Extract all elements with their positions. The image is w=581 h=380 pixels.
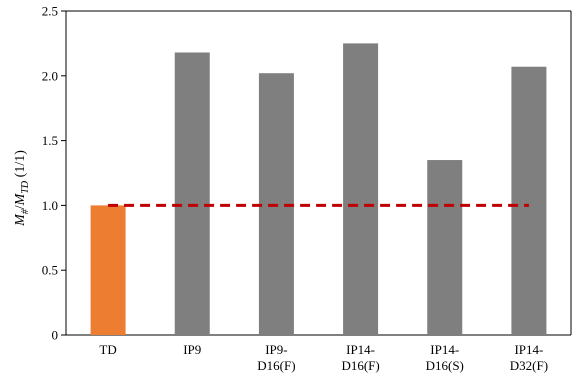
x-tick-label-line: IP14-: [430, 342, 459, 357]
x-tick-label: IP9: [183, 342, 201, 357]
y-tick-label: 0.5: [42, 263, 58, 278]
y-axis-label: M#/MTD (1/1): [13, 150, 31, 227]
x-tick-labels: TD IP9 IP9-D16(F)IP14-D16(F)IP14-D16(S)IP1…: [99, 342, 548, 373]
x-tick-label: IP14-D32(F): [510, 342, 548, 373]
x-tick-label-line: D32(F): [510, 358, 548, 373]
y-label-sub1: #: [20, 208, 31, 214]
y-label-slash: /: [13, 205, 28, 209]
y-tick-labels: 0 0.5 1.0 1.5 2.0 2.5: [42, 4, 58, 343]
x-tick-label-line: D16(F): [257, 358, 295, 373]
y-tick-label: 1.0: [42, 198, 58, 213]
axes: [61, 10, 572, 336]
y-tick-label: 2.0: [42, 68, 58, 83]
y-label-sub2: TD: [20, 180, 31, 194]
x-tick-label: IP14-D16(F): [341, 342, 379, 373]
x-tick-label-line: IP9: [183, 342, 201, 357]
y-label-unit: (1/1): [13, 150, 28, 181]
bars: [90, 43, 547, 336]
bar: [511, 66, 547, 335]
x-tick-label-line: IP14-: [514, 342, 543, 357]
bar: [90, 205, 126, 335]
bar: [174, 52, 210, 336]
x-tick-label: TD: [99, 342, 116, 357]
x-tick-label-line: IP9-: [265, 342, 287, 357]
x-tick-label-line: D16(S): [426, 358, 464, 373]
bar: [343, 43, 379, 336]
y-label-m2: M: [13, 192, 28, 206]
x-tick-label: IP14-D16(S): [426, 342, 464, 373]
x-tick-label-line: IP14-: [346, 342, 375, 357]
y-tick-label: 0: [52, 328, 59, 343]
x-tick-label: IP9-D16(F): [257, 342, 295, 373]
y-tick-label: 1.5: [42, 133, 58, 148]
x-tick-label-line: TD: [99, 342, 116, 357]
y-label-m1: M: [13, 213, 28, 227]
y-tick-label: 2.5: [42, 4, 58, 19]
bar: [427, 160, 463, 335]
x-tick-label-line: D16(F): [341, 358, 379, 373]
